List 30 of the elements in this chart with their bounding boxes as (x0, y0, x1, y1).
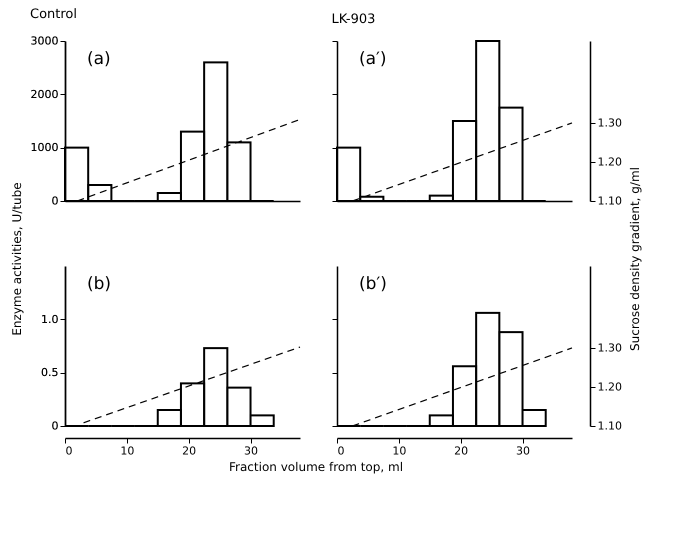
y-tick-label: 0 (52, 420, 58, 432)
y-tick-label: 1.0 (41, 312, 58, 326)
y-tick-label: 1000 (30, 141, 58, 154)
text: 1.10 (598, 420, 622, 432)
x-tick-label: 20 (182, 444, 196, 458)
y-tick-label: 3000 (30, 34, 58, 48)
annotation: (b′) (359, 274, 387, 294)
annotation: (a) (87, 49, 111, 69)
x-tick-label: 10 (120, 444, 134, 458)
x-tick-label: 10 (392, 444, 406, 458)
x-axis-title: Fraction volume from top, ml (228, 460, 404, 474)
text: 1.30 (598, 116, 622, 130)
x-tick-label: 30 (516, 444, 530, 458)
text: 1.10 (598, 194, 622, 208)
x-tick-label: 20 (454, 444, 468, 458)
chart-title: Control (30, 7, 78, 22)
y-axis-title: Enzyme activities, U/tube (10, 182, 24, 336)
y2-axis-title: Sucrose density gradient, g/ml (628, 167, 642, 351)
y-tick-label: 2000 (30, 88, 58, 101)
annotation: (a′) (359, 49, 387, 69)
text: 1.20 (598, 155, 622, 168)
x-tick-label: 30 (244, 444, 258, 458)
x-tick-label: 0 (66, 444, 72, 458)
x-tick-label: 0 (338, 444, 344, 458)
text: 1.20 (598, 380, 622, 394)
text: 1.30 (598, 341, 622, 354)
y-tick-label: 0.5 (41, 366, 58, 380)
annotation: (b) (87, 274, 112, 294)
y-tick-label: 0 (52, 194, 58, 208)
chart-title: LK-903 (332, 12, 376, 27)
